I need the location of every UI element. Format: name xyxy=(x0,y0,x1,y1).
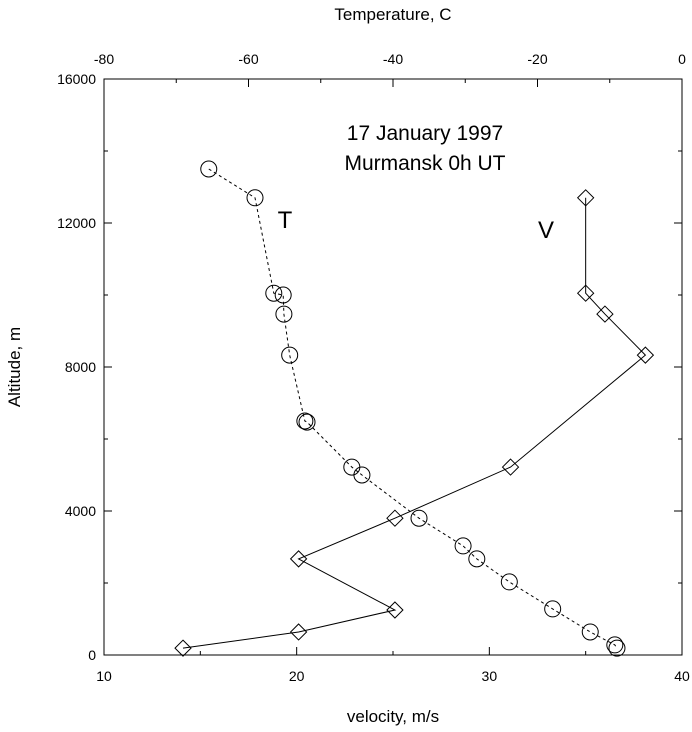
marker xyxy=(386,509,404,527)
series-line xyxy=(182,197,647,649)
x2-tick-label: -80 xyxy=(94,51,114,67)
marker xyxy=(576,284,595,302)
x-tick-label: 20 xyxy=(289,668,305,684)
series-label: V xyxy=(538,217,554,244)
series-line xyxy=(208,168,618,649)
y-tick-label: 8000 xyxy=(65,359,96,375)
x2-tick-label: -60 xyxy=(238,51,258,67)
y-tick-label: 4000 xyxy=(65,503,96,519)
y-tick-label: 12000 xyxy=(57,215,96,231)
marker xyxy=(454,537,472,555)
x2-tick-label: -20 xyxy=(527,51,547,67)
x2-axis-label: Temperature, C xyxy=(334,5,451,24)
y-tick-label: 16000 xyxy=(57,71,96,87)
marker xyxy=(353,466,371,484)
x-tick-label: 30 xyxy=(482,668,498,684)
annotation: Murmansk 0h UT xyxy=(344,152,505,175)
marker xyxy=(501,458,520,476)
annotation: 17 January 1997 xyxy=(347,122,503,145)
y-axis-label: Altitude, m xyxy=(5,327,24,407)
x2-tick-label: 0 xyxy=(678,51,686,67)
marker xyxy=(298,413,316,431)
marker xyxy=(265,284,283,302)
x-tick-label: 40 xyxy=(674,668,690,684)
marker xyxy=(468,550,486,568)
marker xyxy=(636,346,655,364)
marker xyxy=(174,639,192,657)
x-tick-label: 10 xyxy=(96,668,112,684)
marker xyxy=(281,346,299,364)
marker xyxy=(581,623,599,641)
marker xyxy=(289,623,308,641)
y-tick-label: 0 xyxy=(88,647,96,663)
marker xyxy=(274,286,292,304)
marker xyxy=(289,550,308,568)
marker xyxy=(500,573,518,591)
marker xyxy=(608,639,626,657)
marker xyxy=(200,160,218,178)
marker xyxy=(296,412,314,430)
x-axis-label: velocity, m/s xyxy=(347,707,439,726)
series-label: T xyxy=(278,207,293,234)
marker xyxy=(606,636,624,654)
marker xyxy=(246,189,264,207)
marker xyxy=(386,601,404,619)
marker xyxy=(576,189,595,207)
marker xyxy=(275,305,293,323)
marker xyxy=(410,509,428,527)
x2-tick-label: -40 xyxy=(383,51,403,67)
marker xyxy=(596,305,614,323)
marker xyxy=(544,600,562,618)
